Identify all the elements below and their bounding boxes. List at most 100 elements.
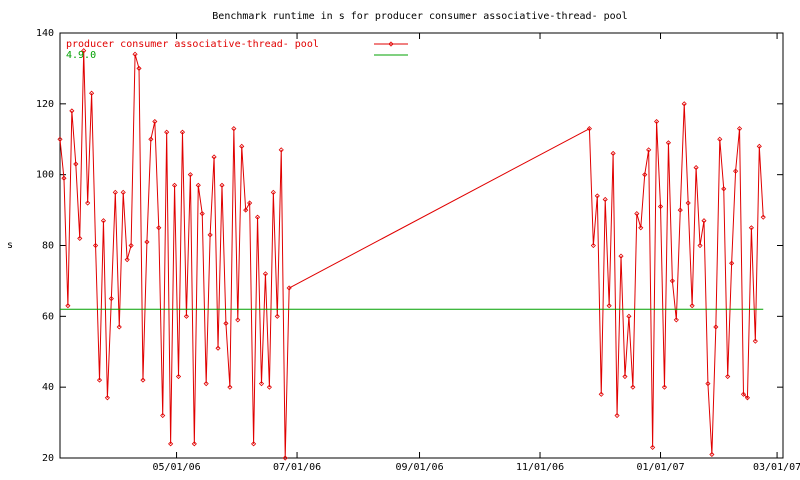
x-tick-label: 03/01/07	[753, 462, 800, 473]
data-point	[243, 207, 249, 213]
y-tick-label: 80	[42, 241, 54, 252]
y-tick-label: 40	[42, 382, 54, 393]
data-point	[254, 214, 261, 220]
data-point	[207, 232, 213, 238]
data-point	[606, 303, 612, 309]
data-point	[717, 136, 723, 142]
data-point	[274, 313, 280, 319]
data-point	[729, 260, 735, 266]
data-point	[654, 118, 660, 125]
data-point	[104, 395, 110, 401]
x-tick-label: 11/01/06	[516, 462, 564, 473]
data-point	[172, 182, 178, 188]
chart-title: Benchmark runtime in s for producer cons…	[212, 11, 627, 22]
data-point	[756, 143, 762, 149]
data-point	[65, 303, 71, 309]
data-point	[685, 200, 691, 206]
x-tick-label: 07/01/06	[273, 462, 321, 473]
data-point	[132, 51, 138, 57]
data-point	[286, 285, 292, 291]
data-point	[610, 150, 616, 156]
data-point	[646, 147, 652, 153]
x-tick-label: 01/01/07	[636, 462, 684, 473]
data-point	[598, 391, 604, 397]
data-point	[128, 242, 134, 249]
data-point	[713, 324, 719, 330]
data-point	[634, 211, 640, 217]
y-axis-label: s	[7, 240, 13, 251]
data-point	[175, 373, 182, 380]
data-point	[85, 200, 91, 206]
data-point	[96, 377, 103, 383]
data-point	[262, 271, 269, 277]
data-point	[156, 225, 162, 231]
data-point	[215, 345, 221, 351]
data-point	[164, 129, 170, 135]
data-point	[203, 381, 209, 387]
data-point	[602, 196, 608, 203]
data-point	[266, 384, 272, 390]
data-point	[278, 147, 284, 153]
data-point	[650, 444, 656, 450]
data-point	[108, 296, 114, 302]
data-point	[701, 218, 707, 224]
data-point	[191, 441, 197, 447]
data-point	[168, 441, 174, 447]
data-point	[661, 384, 668, 390]
y-tick-label: 60	[42, 311, 54, 322]
data-point	[705, 381, 711, 387]
data-point	[211, 154, 217, 160]
data-point	[199, 211, 205, 217]
x-tick-label: 05/01/06	[152, 462, 200, 473]
data-point	[586, 126, 592, 132]
data-point	[227, 384, 233, 390]
data-point	[61, 175, 67, 181]
series-line	[59, 50, 764, 459]
data-point	[590, 242, 596, 249]
data-point	[239, 143, 245, 149]
data-point	[100, 218, 107, 224]
data-point	[642, 172, 648, 178]
data-point	[219, 182, 225, 188]
data-point	[77, 235, 83, 241]
data-point	[57, 136, 63, 142]
data-point	[638, 225, 644, 231]
y-tick-label: 100	[36, 170, 54, 181]
data-point	[748, 225, 754, 231]
data-point	[183, 313, 189, 319]
data-point	[251, 441, 257, 447]
legend-marker	[388, 41, 394, 47]
data-point	[81, 48, 87, 54]
data-point	[626, 313, 632, 319]
data-point	[733, 168, 739, 174]
data-point	[116, 324, 122, 330]
y-tick-label: 120	[36, 99, 54, 110]
data-point	[736, 126, 743, 132]
data-point	[92, 242, 99, 249]
data-point	[69, 108, 75, 114]
data-point	[136, 65, 142, 71]
data-point	[160, 412, 166, 419]
data-point	[740, 391, 747, 397]
data-point	[144, 239, 150, 245]
data-point	[681, 101, 687, 107]
data-point	[140, 377, 146, 383]
data-point	[187, 172, 193, 178]
data-point	[721, 186, 727, 192]
data-point	[247, 200, 253, 206]
data-point	[697, 242, 703, 249]
y-tick-label: 20	[42, 453, 54, 464]
data-point	[258, 381, 265, 387]
data-point	[677, 207, 683, 213]
data-point	[693, 165, 699, 171]
data-point	[618, 253, 624, 259]
data-point	[73, 161, 79, 167]
data-point	[622, 373, 628, 380]
data-point	[152, 118, 158, 125]
legend-label: 4.9.0	[66, 50, 96, 61]
data-point	[195, 182, 201, 188]
data-point	[223, 320, 229, 326]
data-point	[231, 126, 237, 132]
data-point	[760, 214, 766, 220]
